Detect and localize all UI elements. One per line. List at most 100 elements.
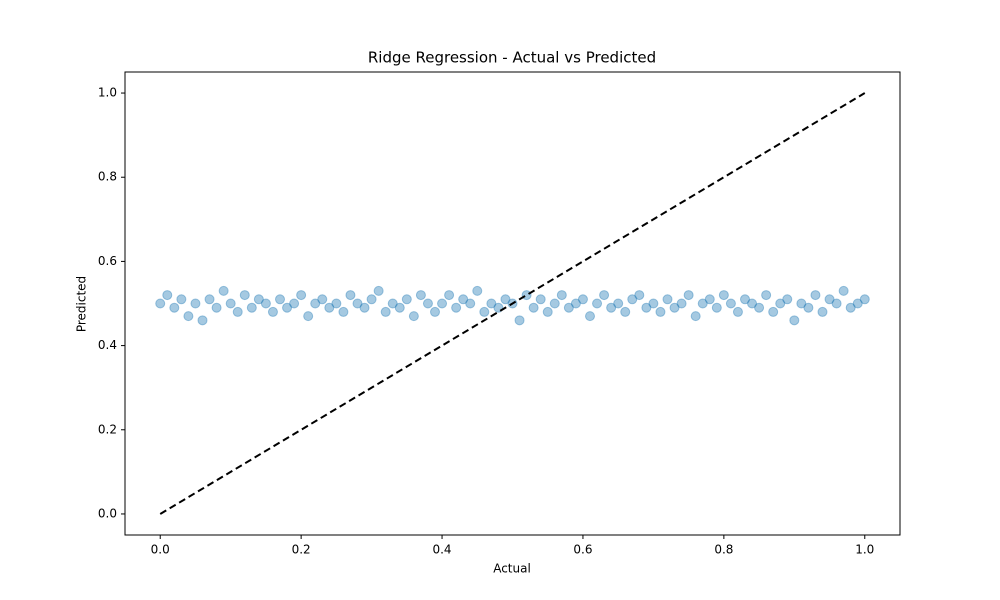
- point: [444, 290, 455, 301]
- point: [599, 290, 610, 301]
- point: [373, 285, 384, 296]
- point: [655, 306, 666, 317]
- point: [465, 298, 476, 309]
- point: [761, 290, 772, 301]
- point: [253, 294, 264, 305]
- point: [303, 311, 314, 322]
- point: [486, 298, 497, 309]
- point: [831, 298, 842, 309]
- point: [521, 290, 532, 301]
- point: [451, 302, 462, 313]
- y-tick-label: 0.2: [98, 422, 117, 436]
- point: [500, 294, 511, 305]
- point: [183, 311, 194, 322]
- point: [641, 302, 652, 313]
- point: [796, 298, 807, 309]
- point: [310, 298, 321, 309]
- point: [289, 298, 300, 309]
- point: [775, 298, 786, 309]
- point: [838, 285, 849, 296]
- point: [260, 298, 271, 309]
- point: [528, 302, 539, 313]
- x-tick-label: 0.0: [151, 543, 170, 557]
- point: [422, 298, 433, 309]
- point: [577, 294, 588, 305]
- point: [176, 294, 187, 305]
- point: [732, 306, 743, 317]
- point: [324, 302, 335, 313]
- point: [634, 290, 645, 301]
- point: [401, 294, 412, 305]
- point: [197, 315, 208, 326]
- point: [613, 298, 624, 309]
- point: [232, 306, 243, 317]
- point: [246, 302, 257, 313]
- point: [190, 298, 201, 309]
- point: [754, 302, 765, 313]
- point: [676, 298, 687, 309]
- point: [535, 294, 546, 305]
- reference-line: [159, 92, 866, 515]
- point: [669, 302, 680, 313]
- point: [437, 298, 448, 309]
- point: [824, 294, 835, 305]
- x-tick-label: 0.8: [714, 543, 733, 557]
- point: [366, 294, 377, 305]
- x-tick-label: 1.0: [855, 543, 874, 557]
- point: [556, 290, 567, 301]
- y-tick-label: 0.0: [98, 506, 117, 520]
- x-tick-label: 0.6: [573, 543, 592, 557]
- y-tick-label: 0.4: [98, 338, 117, 352]
- point: [338, 306, 349, 317]
- point: [662, 294, 673, 305]
- point: [430, 306, 440, 317]
- point: [317, 294, 328, 305]
- point: [239, 290, 250, 301]
- point: [331, 298, 342, 309]
- chart-title: Ridge Regression - Actual vs Predicted: [368, 49, 656, 67]
- point: [810, 290, 821, 301]
- x-tick-label: 0.4: [432, 543, 451, 557]
- point: [782, 294, 793, 305]
- point: [415, 290, 426, 301]
- point: [549, 298, 560, 309]
- point: [204, 294, 215, 305]
- point: [387, 298, 398, 309]
- point: [747, 298, 758, 309]
- point: [690, 311, 701, 322]
- point: [683, 290, 694, 301]
- point: [514, 315, 525, 326]
- point: [648, 298, 659, 309]
- point: [267, 306, 278, 317]
- x-tick-label: 0.2: [292, 543, 311, 557]
- point: [352, 298, 363, 309]
- y-tick-label: 0.8: [98, 170, 117, 184]
- point: [380, 306, 391, 317]
- point: [472, 285, 483, 296]
- point: [859, 294, 870, 305]
- point: [359, 302, 370, 313]
- point: [345, 290, 356, 301]
- point: [718, 290, 729, 301]
- x-axis-label: Actual: [493, 562, 531, 576]
- point: [704, 294, 715, 305]
- point: [570, 298, 581, 309]
- point: [620, 306, 631, 317]
- point: [282, 302, 293, 313]
- point: [211, 302, 222, 313]
- point: [275, 294, 285, 305]
- y-axis-label: Predicted: [75, 276, 89, 332]
- point: [789, 315, 800, 326]
- point: [458, 294, 469, 305]
- point: [845, 302, 856, 313]
- point: [817, 306, 828, 317]
- point: [225, 298, 236, 309]
- point: [169, 302, 180, 313]
- y-tick-label: 1.0: [98, 86, 117, 100]
- point: [563, 302, 574, 313]
- point: [606, 302, 617, 313]
- point: [408, 311, 419, 322]
- point: [218, 285, 229, 296]
